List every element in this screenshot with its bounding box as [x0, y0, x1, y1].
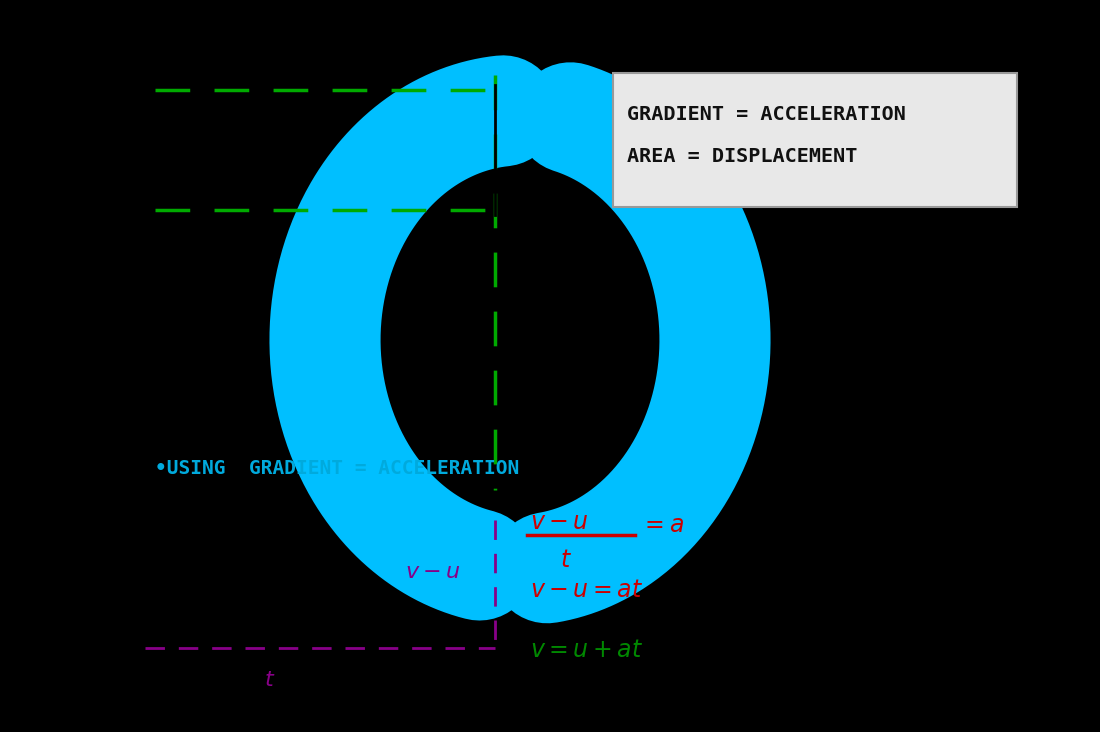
Text: •USING  GRADIENT = ACCELERATION: •USING GRADIENT = ACCELERATION — [155, 458, 519, 477]
Text: GRADIENT = ACCELERATION: GRADIENT = ACCELERATION — [627, 105, 906, 124]
Text: $v - u = at$: $v - u = at$ — [530, 578, 643, 602]
Text: $t$: $t$ — [560, 548, 572, 572]
Text: $t$: $t$ — [264, 670, 276, 690]
FancyBboxPatch shape — [613, 73, 1018, 207]
Text: $v = u + at$: $v = u + at$ — [530, 638, 643, 662]
Text: $= a$: $= a$ — [640, 513, 684, 537]
Text: AREA = DISPLACEMENT: AREA = DISPLACEMENT — [627, 147, 857, 166]
Text: $v - u$: $v - u$ — [530, 510, 588, 534]
Text: $v - u$: $v - u$ — [405, 562, 461, 582]
